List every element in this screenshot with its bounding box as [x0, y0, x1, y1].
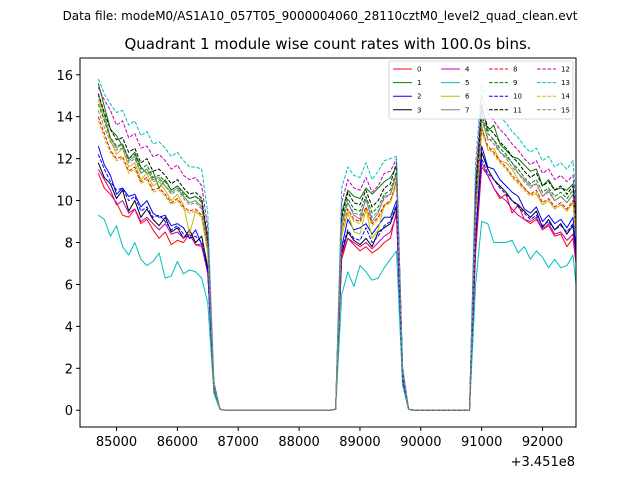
- legend-label-3: 3: [417, 106, 421, 114]
- legend-label-6: 6: [465, 93, 470, 101]
- legend-label-1: 1: [417, 79, 421, 87]
- x-tick-label: 86000: [157, 435, 198, 450]
- y-tick-label: 2: [65, 362, 73, 377]
- x-tick-label: 85000: [96, 435, 137, 450]
- y-tick-label: 10: [56, 195, 73, 210]
- x-tick-label: 91000: [461, 435, 502, 450]
- legend-label-9: 9: [513, 79, 517, 87]
- y-tick-label: 6: [65, 278, 73, 293]
- x-offset-label: +3.451e8: [511, 455, 575, 470]
- x-tick-label: 90000: [400, 435, 441, 450]
- legend-label-5: 5: [465, 79, 469, 87]
- y-tick-label: 8: [65, 237, 73, 252]
- y-tick-label: 14: [56, 111, 73, 126]
- legend-label-4: 4: [465, 66, 470, 74]
- series-layer: [97, 78, 576, 411]
- legend-label-12: 12: [561, 66, 570, 74]
- series-line-10: [97, 154, 576, 411]
- x-tick-label: 88000: [278, 435, 319, 450]
- data-file-header: Data file: modeM0/AS1A10_057T05_90000040…: [63, 9, 578, 23]
- series-line-15: [97, 110, 576, 411]
- ticks-layer: 85000 86000 87000 88000 89000 90000 91000 92000…: [56, 69, 563, 450]
- legend-label-8: 8: [513, 66, 517, 74]
- legend-label-7: 7: [465, 106, 469, 114]
- x-tick-label: 89000: [339, 435, 380, 450]
- legend-label-10: 10: [513, 93, 522, 101]
- y-tick-label: 16: [56, 69, 73, 84]
- x-tick-label: 92000: [522, 435, 563, 450]
- y-tick-label: 12: [56, 153, 73, 168]
- legend-label-14: 14: [561, 93, 570, 101]
- y-tick-label: 0: [65, 404, 73, 419]
- series-line-5: [98, 214, 576, 411]
- legend-label-11: 11: [513, 106, 522, 114]
- legend-label-15: 15: [561, 106, 570, 114]
- legend-label-0: 0: [417, 66, 421, 74]
- series-line-13: [97, 78, 576, 411]
- y-tick-label: 4: [65, 320, 73, 335]
- legend-frame: [388, 60, 574, 120]
- legend-label-2: 2: [417, 93, 421, 101]
- x-tick-label: 87000: [218, 435, 259, 450]
- legend-label-13: 13: [561, 79, 570, 87]
- chart-title: Quadrant 1 module wise count rates with …: [124, 35, 531, 53]
